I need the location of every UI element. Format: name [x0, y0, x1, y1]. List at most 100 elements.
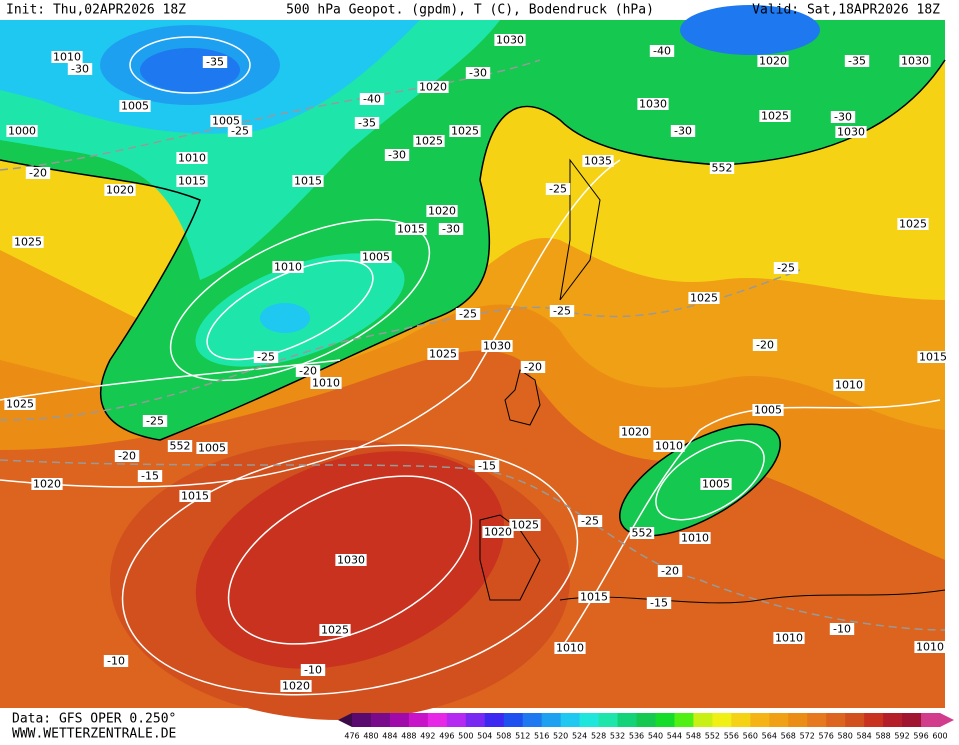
- colorbar-label: 508: [496, 732, 511, 741]
- label-box: [688, 292, 720, 304]
- colorbar-end: [338, 713, 352, 727]
- colorbar-label: 532: [610, 732, 625, 741]
- label-box: [482, 526, 514, 538]
- colorbar-label: 496: [439, 732, 454, 741]
- label-box: [520, 361, 546, 373]
- map-label: 1020: [621, 426, 649, 439]
- map-label: 1030: [337, 554, 365, 567]
- map-label: 1020: [419, 81, 447, 94]
- map-label: -20: [299, 365, 317, 378]
- map-label: -30: [469, 67, 487, 80]
- map-label: 1025: [511, 519, 539, 532]
- colorbar-segment: [674, 713, 694, 727]
- label-box: [142, 415, 168, 427]
- map-label: 1025: [415, 135, 443, 148]
- label-box: [167, 440, 193, 452]
- map-label: 1005: [362, 251, 390, 264]
- label-box: [637, 98, 669, 110]
- label-box: [829, 623, 855, 635]
- label-box: [292, 175, 324, 187]
- map-label: -20: [29, 167, 47, 180]
- colorbar-segment: [826, 713, 846, 727]
- map-label: 552: [632, 527, 653, 540]
- colorbar-label: 500: [458, 732, 473, 741]
- map-label: -40: [653, 45, 671, 58]
- map-label: -25: [777, 262, 795, 275]
- label-box: [354, 117, 380, 129]
- label-box: [917, 351, 949, 363]
- colorbar-label: 548: [686, 732, 701, 741]
- map-label: 1025: [14, 236, 42, 249]
- label-box: [709, 162, 735, 174]
- coastlines: [479, 158, 946, 604]
- colorbar-segment: [617, 713, 638, 727]
- colorbar-label: 524: [572, 732, 587, 741]
- isobars: [0, 36, 941, 696]
- label-box: [196, 442, 228, 454]
- label-box: [578, 591, 610, 603]
- map-label: -30: [442, 223, 460, 236]
- label-box: [914, 641, 946, 653]
- map-label: -20: [661, 565, 679, 578]
- map-label: 552: [712, 162, 733, 175]
- colorbar-label: 572: [800, 732, 815, 741]
- map-label: 1025: [429, 348, 457, 361]
- map-label: -25: [549, 183, 567, 196]
- map-label: 1005: [198, 442, 226, 455]
- label-box: [119, 100, 151, 112]
- label-box: [752, 404, 784, 416]
- label-box: [835, 126, 867, 138]
- colorbar-segment: [598, 713, 619, 727]
- label-box: [449, 125, 481, 137]
- label-box: [649, 45, 675, 57]
- colorbar-label: 588: [875, 732, 890, 741]
- colorbar-label: 492: [420, 732, 435, 741]
- map-label: 1015: [580, 591, 608, 604]
- label-box: [773, 262, 799, 274]
- label-box: [759, 110, 791, 122]
- map-label: -25: [257, 351, 275, 364]
- colorbar-label: 584: [856, 732, 871, 741]
- label-box: [335, 554, 367, 566]
- label-box: [455, 308, 481, 320]
- label-box: [653, 440, 685, 452]
- colorbar-segment: [522, 713, 543, 727]
- label-box: [752, 339, 778, 351]
- map-label: 1015: [397, 223, 425, 236]
- colorbar-segment: [541, 713, 562, 727]
- colorbar-label: 576: [819, 732, 834, 741]
- colorbar-segment: [370, 713, 391, 727]
- label-box: [359, 93, 385, 105]
- map-label: 552: [170, 440, 191, 453]
- label-box: [395, 223, 427, 235]
- label-box: [12, 236, 44, 248]
- colorbar-label: 556: [724, 732, 739, 741]
- map-label: 1030: [496, 34, 524, 47]
- colorbar-label: 580: [838, 732, 853, 741]
- map-label: -20: [118, 450, 136, 463]
- map-label: 1010: [655, 440, 683, 453]
- map-label: 1020: [33, 478, 61, 491]
- colorbar-segment: [769, 713, 789, 727]
- map-label: 1020: [428, 205, 456, 218]
- label-box: [897, 218, 929, 230]
- map-label: -15: [478, 460, 496, 473]
- label-box: [509, 519, 541, 531]
- colorbar-segment: [712, 713, 732, 727]
- label-box: [577, 515, 603, 527]
- label-box: [319, 624, 351, 636]
- label-box: [25, 167, 51, 179]
- map-label: 1025: [321, 624, 349, 637]
- colorbar-segment: [446, 713, 467, 727]
- field: [680, 5, 820, 55]
- label-box: [295, 365, 321, 377]
- colorbar-segment: [408, 713, 429, 727]
- label-box: [67, 63, 93, 75]
- label-box: [474, 460, 500, 472]
- colorbar-segment: [750, 713, 770, 727]
- map-label: 1030: [639, 98, 667, 111]
- map-label: -10: [304, 664, 322, 677]
- map-label: -25: [146, 415, 164, 428]
- colorbar-segment: [864, 713, 884, 727]
- map-label: 1010: [916, 641, 944, 654]
